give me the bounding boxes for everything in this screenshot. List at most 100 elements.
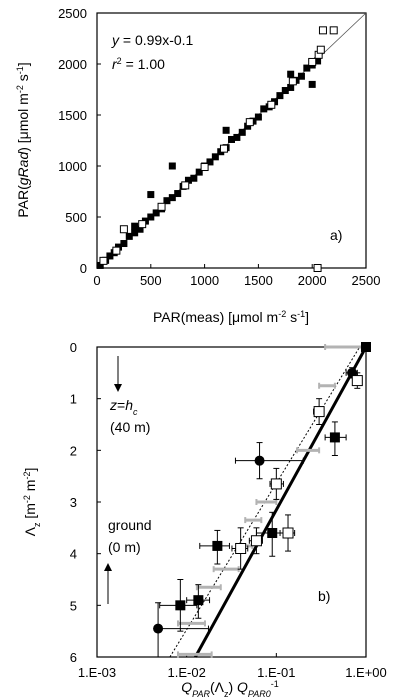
panel-label-a: a): [330, 227, 342, 243]
y-tick-label: 2500: [58, 6, 87, 21]
data-point-filled-square: [281, 87, 289, 95]
x-tick-label: 1000: [190, 273, 219, 288]
data-point-filled-square: [329, 432, 340, 443]
data-point-open-square: [318, 26, 327, 35]
data-point-filled-square: [287, 70, 295, 78]
data-point-filled-square: [267, 528, 278, 538]
x-tick-label: 1.E-03: [78, 665, 116, 680]
data-point-filled-square: [163, 197, 171, 205]
data-point-filled-square: [276, 92, 284, 100]
panel-b-frame: [96, 346, 367, 658]
y-tick-label: 0: [70, 340, 77, 355]
data-point-filled-square: [168, 162, 176, 170]
data-point-open-square: [313, 264, 322, 272]
data-point-filled-square: [131, 229, 139, 237]
y-tick-label: 1000: [58, 159, 87, 174]
canopy-top-arrow-head: [114, 384, 122, 392]
data-point-filled-square: [238, 128, 246, 136]
data-point-open-square: [316, 45, 325, 54]
y-tick-label: 2000: [58, 57, 87, 72]
data-point-open-square: [112, 246, 121, 255]
data-point-filled-square: [193, 595, 204, 606]
data-point-open-square: [181, 181, 190, 190]
data-point-open-square: [329, 26, 338, 35]
data-point-open-square: [282, 527, 294, 539]
data-point-filled-circle: [254, 455, 265, 466]
y-tick-label: 3: [70, 495, 77, 510]
y-tick-label: 6: [70, 650, 77, 665]
data-point-open-square: [270, 478, 282, 490]
x-tick-label: 2000: [298, 273, 327, 288]
data-point-filled-square: [233, 133, 241, 141]
ground-label: ground: [108, 517, 152, 533]
data-point-filled-square: [244, 122, 252, 130]
data-point-filled-square: [168, 194, 176, 202]
x-tick-label: 2500: [352, 273, 381, 288]
y-axis-label-b: Λz [m-2 m-2]: [22, 468, 42, 537]
x-axis-label-b: QPAR(Λz) QPAR0-1: [181, 679, 279, 699]
data-point-open-square: [219, 144, 228, 153]
data-point-open-square: [313, 406, 325, 418]
data-point-filled-circle: [153, 623, 164, 634]
data-point-filled-square: [228, 135, 235, 143]
data-point-filled-square: [152, 209, 160, 217]
regression-equation: y = 0.99x-0.1: [111, 32, 194, 48]
y-tick-label: 5: [70, 598, 77, 613]
data-point-filled-square: [297, 72, 305, 80]
data-point-filled-square: [175, 600, 186, 611]
data-point-filled-square: [131, 222, 139, 230]
data-point-filled-square: [206, 158, 214, 166]
data-point-filled-square: [147, 213, 155, 221]
data-point-open-square: [288, 77, 297, 86]
data-point-open-square: [99, 256, 108, 265]
data-point-filled-square: [308, 80, 316, 88]
data-point-filled-square: [120, 240, 128, 248]
data-point-filled-square: [136, 225, 144, 233]
y-tick-label: 1: [70, 392, 77, 407]
data-point-filled-square: [96, 261, 104, 269]
x-axis-label-a: PAR(meas) [μmol m-2 s-1]: [153, 309, 309, 325]
x-tick-label: 0: [93, 273, 100, 288]
data-point-filled-square: [222, 126, 230, 134]
x-tick-label: 1.E-02: [168, 665, 206, 680]
data-point-filled-square: [106, 252, 114, 260]
data-point-open-square: [138, 220, 147, 229]
y-axis-label-a: PAR(gRad) [μmol m-2 s-1]: [15, 62, 31, 217]
data-point-open-square: [235, 543, 247, 554]
r-squared: r2 = 1.00: [112, 56, 165, 72]
data-point-filled-square: [212, 540, 223, 551]
data-point-open-square: [308, 57, 317, 66]
data-point-filled-square: [174, 190, 182, 198]
data-point-open-square: [157, 202, 166, 211]
data-point-filled-square: [211, 153, 219, 161]
data-point-filled-square: [125, 232, 133, 240]
data-point-filled-square: [361, 342, 371, 352]
data-point-open-square: [200, 163, 209, 172]
x-tick-label: 1500: [244, 273, 273, 288]
y-tick-label: 4: [70, 547, 77, 562]
ground-arrow-head: [104, 563, 112, 571]
fit-line-bold: [194, 346, 368, 658]
canopy-top-height: (40 m): [110, 419, 150, 435]
panel-label-b: b): [318, 588, 330, 604]
data-point-filled-square: [287, 83, 295, 91]
data-point-open-square: [245, 118, 254, 127]
data-point-open-square: [250, 535, 262, 547]
y-tick-label: 1500: [58, 108, 87, 123]
data-point-filled-square: [147, 191, 155, 199]
canopy-top-label: z=hc: [109, 397, 138, 417]
data-point-filled-square: [195, 168, 203, 176]
data-point-open-square: [351, 375, 363, 387]
x-tick-label: 1.E-01: [257, 665, 295, 680]
data-point-filled-square: [303, 64, 311, 72]
data-point-filled-square: [190, 174, 198, 182]
x-tick-label: 1.E+00: [345, 665, 387, 680]
data-point-filled-square: [184, 176, 192, 184]
data-point-filled-square: [260, 105, 268, 113]
y-tick-label: 500: [65, 210, 87, 225]
ground-height: (0 m): [108, 539, 141, 555]
data-point-open-square: [267, 100, 276, 109]
y-tick-label: 0: [80, 261, 87, 276]
data-point-filled-square: [314, 57, 322, 65]
